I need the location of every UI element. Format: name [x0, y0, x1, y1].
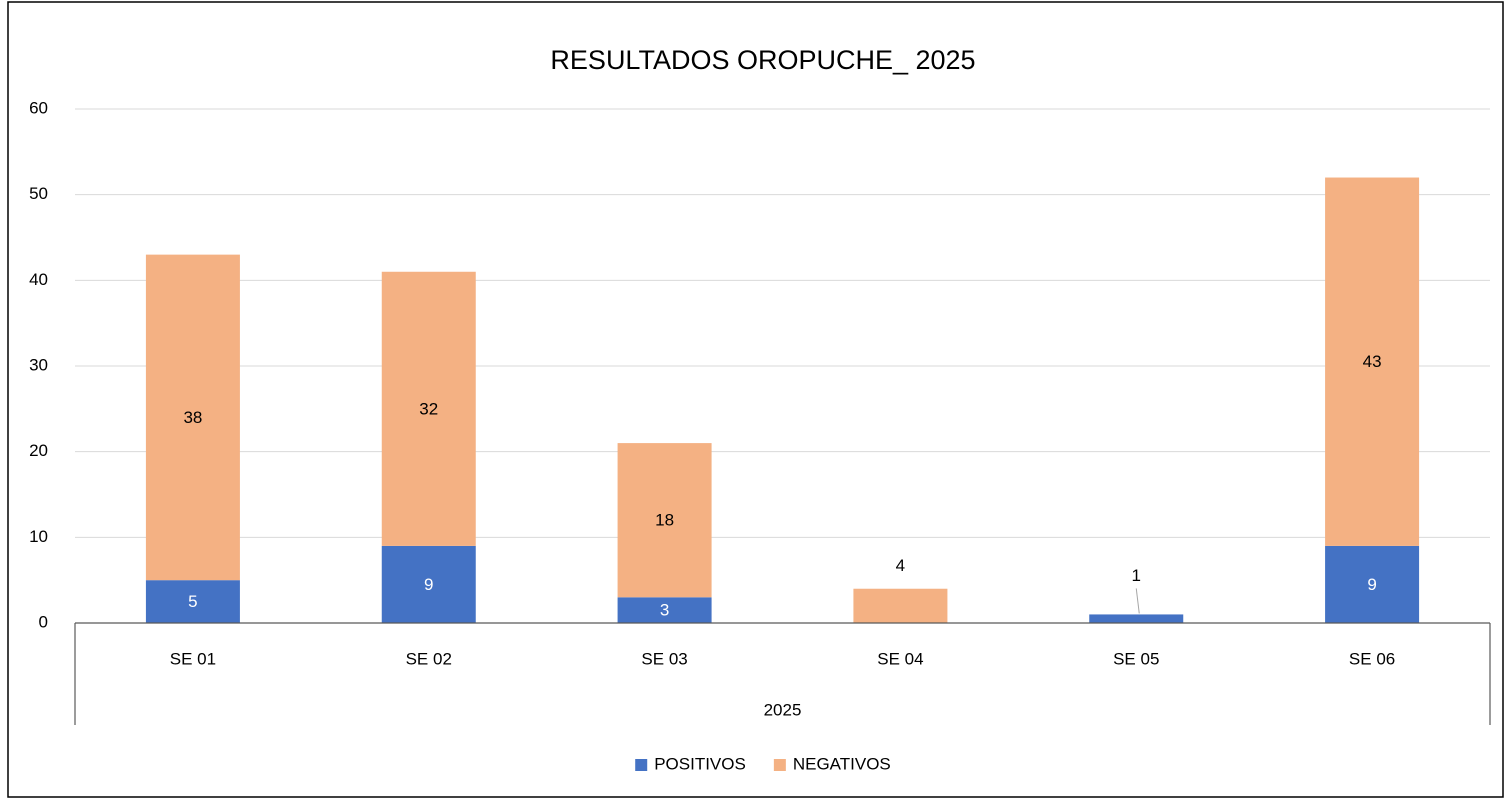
data-label: 38 — [183, 408, 202, 427]
x-tick-label: SE 04 — [877, 649, 923, 668]
bar-segment — [381, 271, 476, 546]
legend-swatch — [635, 759, 648, 771]
category-group-label: 2025 — [764, 700, 802, 719]
legend-label: POSITIVOS — [654, 754, 746, 773]
chart-title: RESULTADOS OROPUCHE_ 2025 — [550, 45, 975, 75]
data-label: 9 — [1367, 575, 1376, 594]
data-label: 32 — [419, 399, 438, 418]
data-label: 5 — [188, 592, 197, 611]
bar-segment — [1325, 177, 1420, 546]
x-tick-label: SE 05 — [1113, 649, 1159, 668]
y-tick-label: 30 — [29, 355, 48, 374]
y-tick-label: 50 — [29, 184, 48, 203]
data-label: 43 — [1363, 352, 1382, 371]
bar-segment — [381, 545, 476, 623]
y-tick-label: 10 — [29, 527, 48, 546]
x-tick-label: SE 02 — [406, 649, 452, 668]
data-label: 1 — [1132, 566, 1141, 585]
bar-segment — [853, 588, 948, 623]
bar-segment — [145, 254, 240, 581]
bar-segment — [617, 597, 712, 623]
data-label: 9 — [424, 575, 433, 594]
x-tick-label: SE 06 — [1349, 649, 1395, 668]
legend-swatch — [773, 759, 786, 771]
data-label: 4 — [896, 556, 905, 575]
leader-line — [1135, 588, 1140, 614]
chart-border — [7, 1, 1504, 798]
y-tick-label: 60 — [29, 98, 48, 117]
data-label: 18 — [655, 511, 674, 530]
bar-segment — [145, 580, 240, 623]
y-tick-label: 0 — [39, 612, 48, 631]
data-label: 3 — [660, 601, 669, 620]
y-tick-label: 20 — [29, 441, 48, 460]
bar-segment — [617, 443, 712, 598]
legend-label: NEGATIVOS — [793, 754, 891, 773]
x-tick-label: SE 03 — [641, 649, 687, 668]
bar-segment — [1089, 614, 1184, 623]
bar-segment — [1325, 545, 1420, 623]
y-tick-label: 40 — [29, 270, 48, 289]
x-tick-label: SE 01 — [170, 649, 216, 668]
